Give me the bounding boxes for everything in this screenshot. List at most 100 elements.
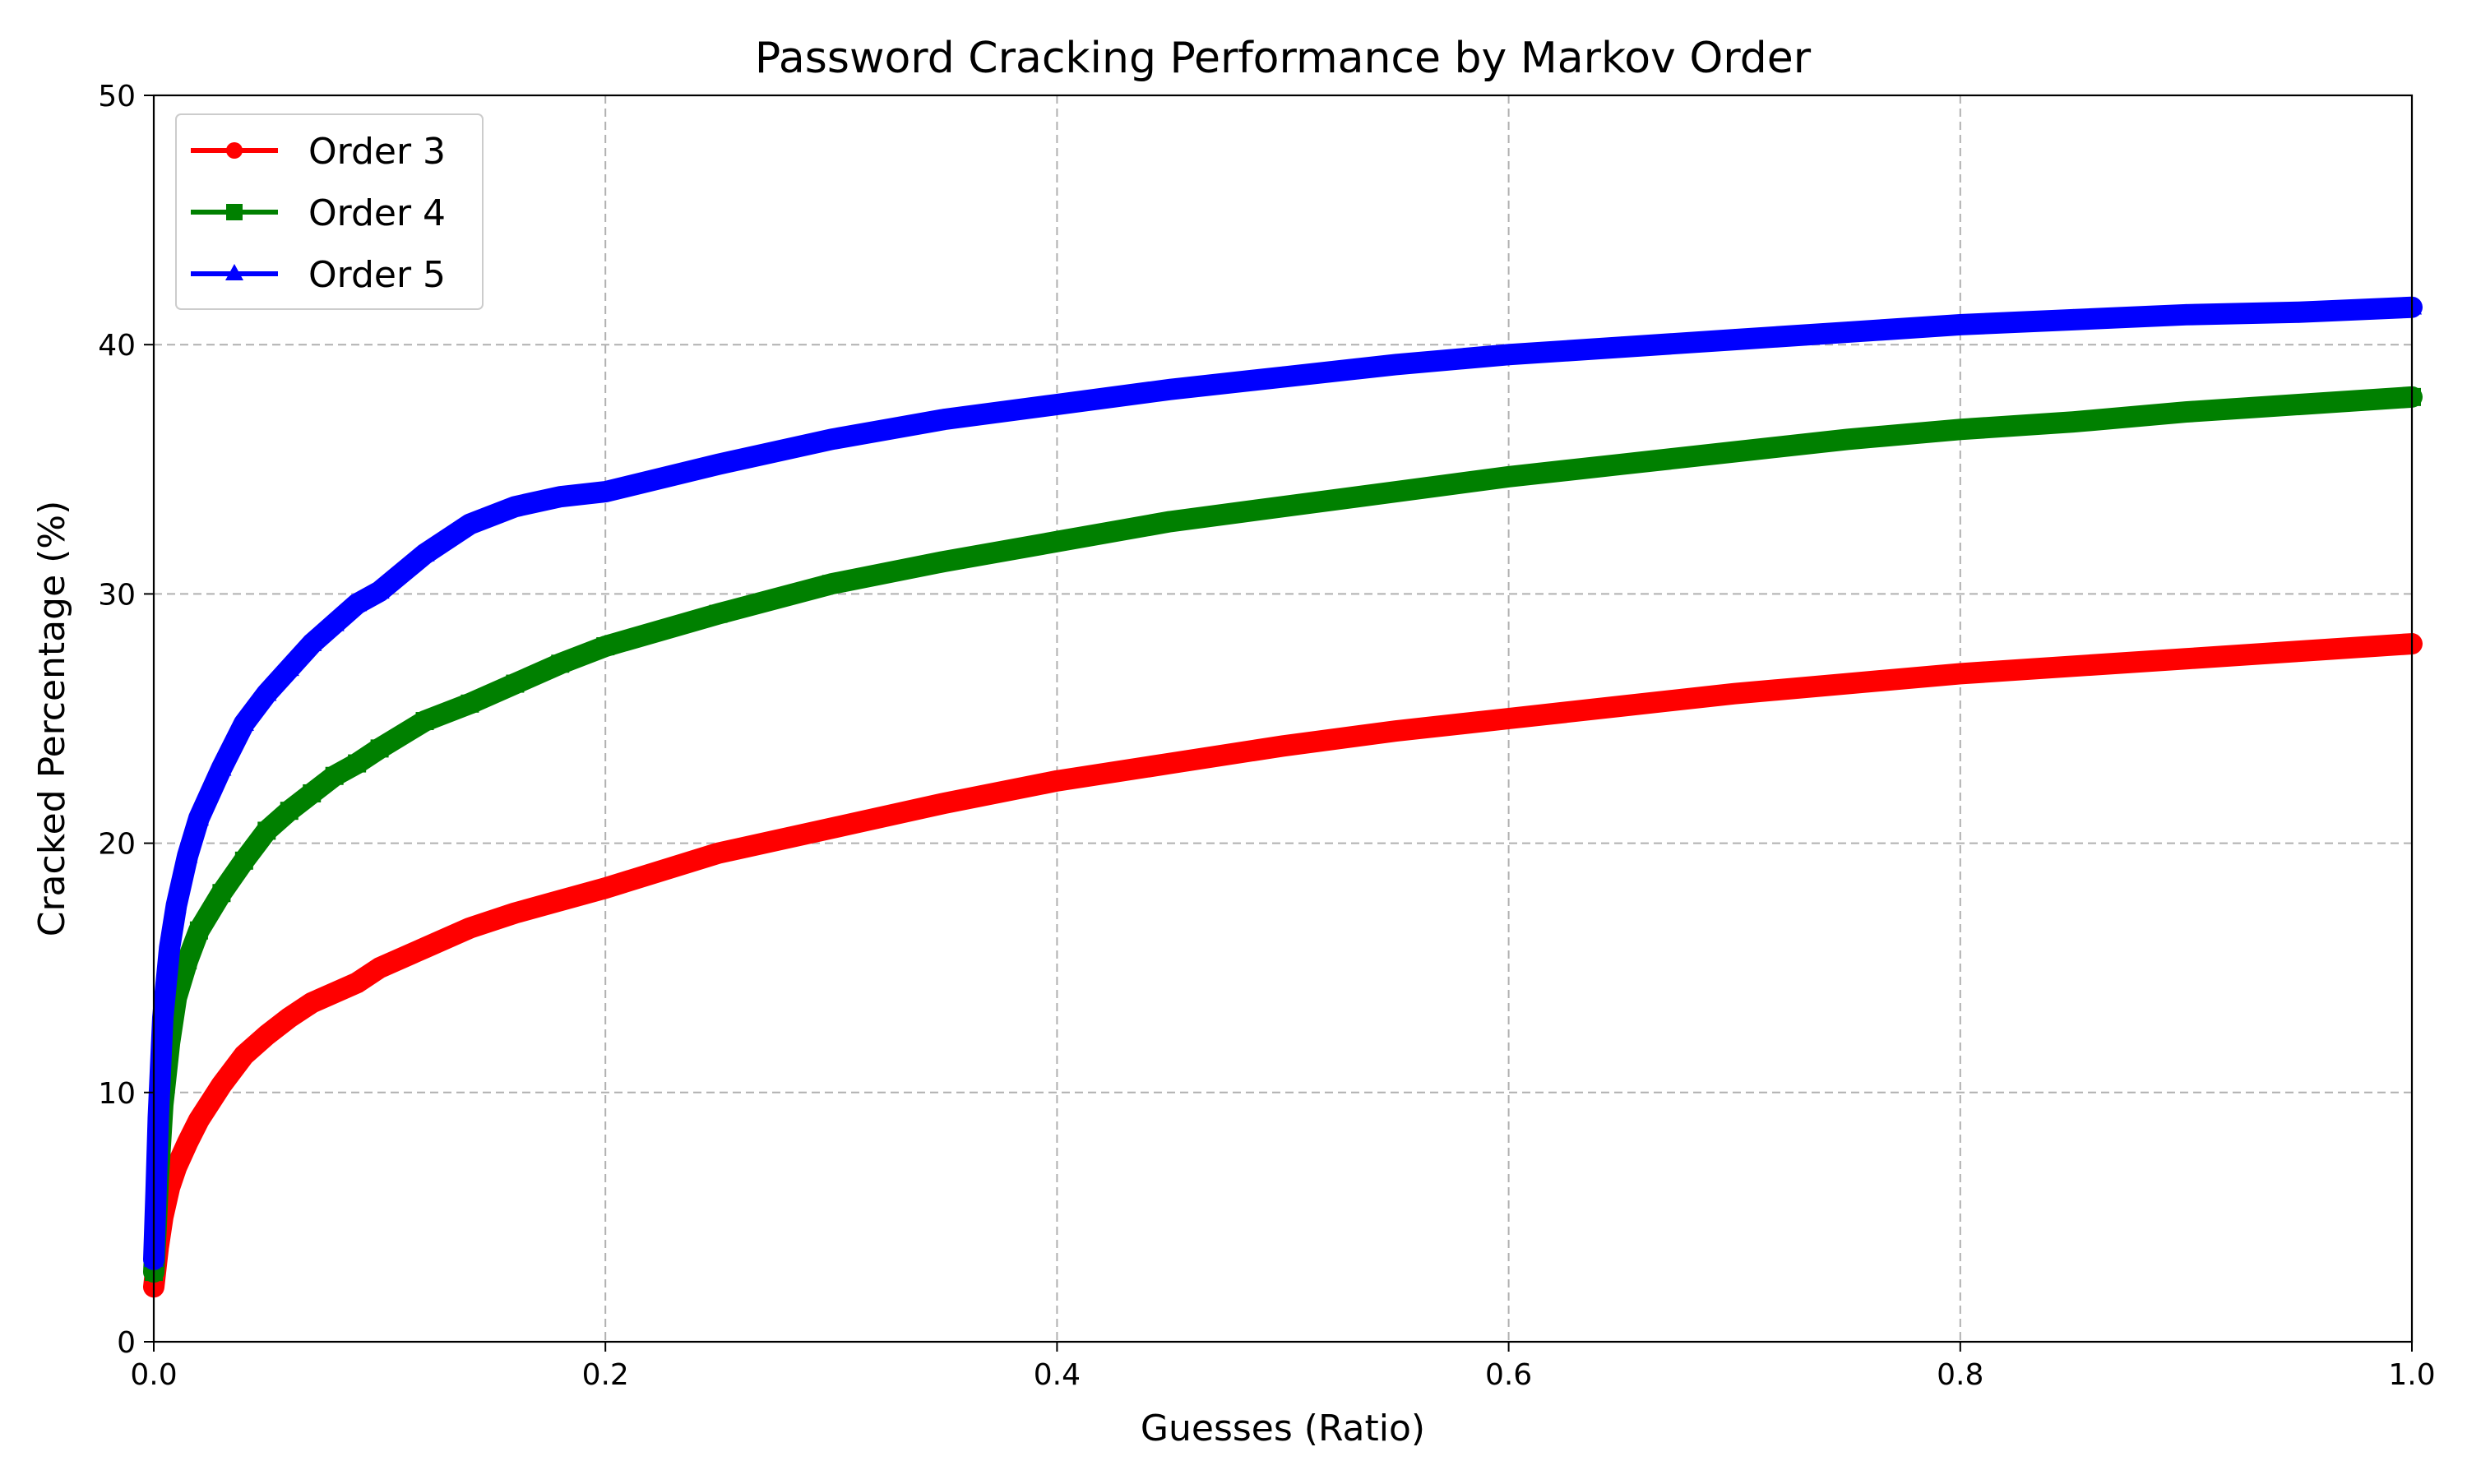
data-point [1612, 696, 1631, 715]
series-layer [143, 296, 2423, 1298]
data-point [1386, 354, 1406, 372]
data-point [302, 632, 322, 651]
legend-item: Order 3 [191, 131, 446, 173]
data-point [257, 821, 276, 840]
legend-box [175, 113, 484, 310]
data-point [178, 844, 198, 863]
data-point [166, 895, 187, 913]
data-point [708, 453, 729, 472]
data-point [551, 654, 570, 673]
legend-marker [225, 264, 243, 280]
data-point [1274, 737, 1292, 756]
data-point [2064, 657, 2083, 676]
data-point [595, 480, 616, 499]
data-point [1498, 344, 1519, 363]
data-point [146, 1181, 166, 1200]
data-point [935, 552, 954, 571]
data-point [414, 543, 435, 562]
axis-ticks: 0.0 0.2 0.4 0.6 0.8 1.0 0 10 20 30 40 50 [98, 80, 2435, 1392]
data-point [2289, 642, 2308, 661]
data-point [178, 951, 197, 970]
data-point [303, 993, 322, 1012]
data-point [1838, 430, 1857, 449]
data-point [461, 694, 479, 713]
chart-title: Password Cracking Performance by Markov … [755, 34, 1812, 83]
data-point [550, 485, 571, 504]
data-point [2063, 308, 2084, 327]
data-point [1725, 442, 1744, 461]
data-point [325, 766, 344, 785]
data-point [935, 794, 954, 813]
data-point [1386, 483, 1405, 502]
y-tick-label: 50 [98, 80, 136, 113]
data-point [280, 1008, 299, 1027]
plot-frame [152, 94, 2414, 1343]
x-tick-label: 0.6 [1485, 1358, 1532, 1392]
data-point [189, 921, 208, 940]
data-point [1274, 497, 1292, 516]
data-point [212, 1075, 231, 1094]
data-point [370, 959, 389, 978]
legend-marker [226, 204, 243, 220]
data-point [234, 851, 253, 870]
data-point [1048, 771, 1067, 790]
data-point [1725, 684, 1744, 703]
data-point [188, 807, 210, 826]
data-point [1160, 754, 1179, 773]
data-point [822, 819, 840, 838]
data-point [1159, 378, 1180, 397]
data-point [325, 983, 344, 1002]
data-point [211, 757, 232, 776]
data-point [821, 428, 841, 447]
data-point [1951, 664, 1969, 683]
y-axis-label: Cracked Percentage (%) [31, 501, 73, 937]
data-point [370, 739, 389, 758]
data-point [2289, 395, 2308, 414]
y-tick-label: 40 [98, 329, 136, 363]
data-point [167, 1158, 186, 1177]
data-point [709, 604, 728, 623]
data-point [709, 844, 728, 862]
data-point [160, 936, 180, 955]
y-tick-label: 30 [98, 578, 136, 612]
data-point [1160, 512, 1179, 531]
data-point [324, 613, 345, 631]
data-point [257, 1026, 276, 1045]
y-tick-label: 20 [98, 828, 136, 862]
data-point [1047, 393, 1067, 412]
data-point [822, 575, 840, 594]
data-point [415, 712, 434, 731]
legend-marker [226, 142, 243, 159]
data-point [1612, 455, 1631, 474]
data-point [2176, 303, 2196, 322]
data-point [1048, 532, 1067, 551]
data-point [303, 784, 322, 802]
data-point [461, 918, 479, 937]
data-point [934, 408, 955, 427]
data-point [234, 1046, 253, 1065]
legend-item: Order 5 [191, 254, 446, 296]
data-point [234, 712, 254, 731]
data-point [596, 879, 615, 898]
y-tick-label: 10 [98, 1077, 136, 1111]
legend: Order 3 Order 4 Order 5 [175, 113, 484, 310]
legend-item: Order 4 [191, 192, 446, 234]
data-point [1950, 313, 1970, 332]
data-point [551, 891, 570, 910]
data-point [596, 637, 615, 656]
data-point [1724, 328, 1745, 347]
legend-label: Order 5 [308, 254, 446, 296]
data-point [212, 884, 231, 903]
data-point [369, 580, 390, 599]
data-point [348, 754, 367, 773]
data-point [280, 802, 299, 821]
legend-label: Order 3 [308, 131, 446, 173]
series-order-5 [143, 296, 2423, 1270]
data-point [506, 674, 525, 693]
data-point [2177, 403, 2196, 422]
x-tick-label: 1.0 [2388, 1358, 2435, 1392]
data-point [189, 1111, 208, 1130]
x-tick-label: 0.4 [1034, 1358, 1081, 1392]
data-point [1499, 710, 1518, 728]
